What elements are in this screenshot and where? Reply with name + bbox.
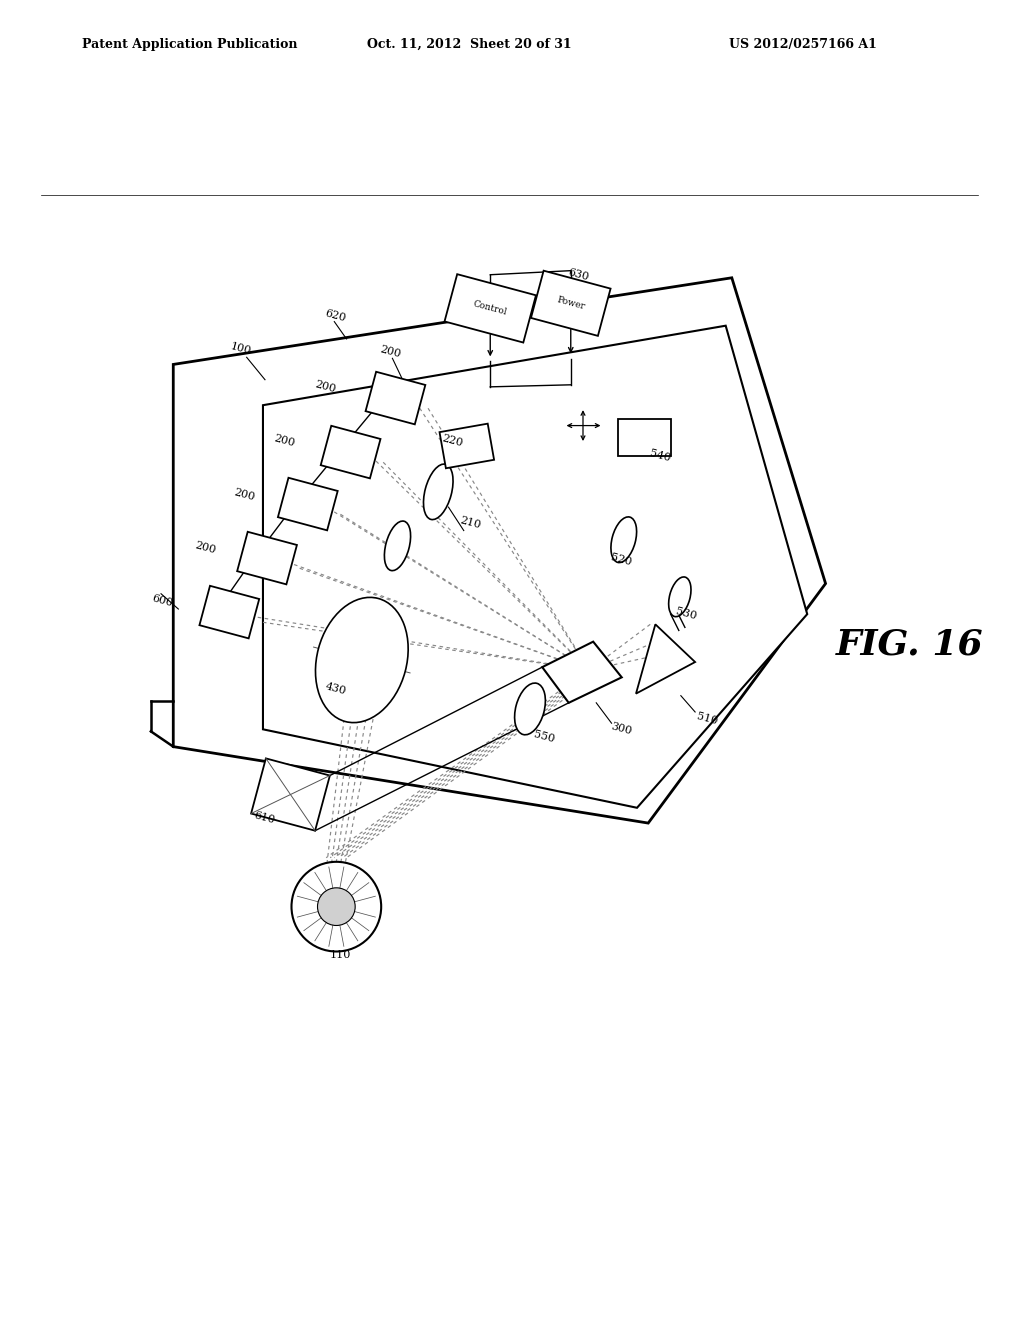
Polygon shape xyxy=(543,642,622,702)
Text: FIG. 16: FIG. 16 xyxy=(836,628,983,661)
Text: 110: 110 xyxy=(329,949,350,960)
Ellipse shape xyxy=(315,598,409,722)
Text: 610: 610 xyxy=(253,810,276,825)
Text: Control: Control xyxy=(472,300,508,317)
Polygon shape xyxy=(617,420,671,457)
Text: US 2012/0257166 A1: US 2012/0257166 A1 xyxy=(729,37,877,50)
Text: 220: 220 xyxy=(440,433,464,449)
Circle shape xyxy=(292,862,381,952)
Ellipse shape xyxy=(515,682,546,735)
Polygon shape xyxy=(173,277,825,824)
Text: 430: 430 xyxy=(325,681,347,696)
Polygon shape xyxy=(263,326,807,808)
Polygon shape xyxy=(439,424,494,469)
Polygon shape xyxy=(251,759,330,830)
Text: Power: Power xyxy=(556,296,586,312)
Polygon shape xyxy=(531,271,610,335)
Ellipse shape xyxy=(669,577,691,616)
Text: 200: 200 xyxy=(273,433,296,449)
Text: 550: 550 xyxy=(532,729,555,744)
Polygon shape xyxy=(444,275,536,343)
Polygon shape xyxy=(321,426,381,478)
Circle shape xyxy=(317,888,355,925)
Text: 530: 530 xyxy=(675,606,698,622)
Ellipse shape xyxy=(384,521,411,570)
Text: Oct. 11, 2012  Sheet 20 of 31: Oct. 11, 2012 Sheet 20 of 31 xyxy=(367,37,571,50)
Text: 200: 200 xyxy=(379,345,402,360)
Polygon shape xyxy=(366,372,425,424)
Text: 600: 600 xyxy=(151,593,174,609)
Polygon shape xyxy=(636,624,695,693)
Text: 300: 300 xyxy=(609,722,633,737)
Ellipse shape xyxy=(611,517,637,562)
Text: 100: 100 xyxy=(229,342,253,356)
Text: 510: 510 xyxy=(695,711,719,727)
Text: 630: 630 xyxy=(566,267,590,282)
Ellipse shape xyxy=(424,465,453,520)
Text: 620: 620 xyxy=(325,308,347,323)
Text: 200: 200 xyxy=(232,487,256,503)
Text: 210: 210 xyxy=(459,515,482,531)
Text: 200: 200 xyxy=(314,379,337,395)
Text: 200: 200 xyxy=(194,540,217,556)
Polygon shape xyxy=(278,478,338,531)
Text: 520: 520 xyxy=(609,553,633,568)
Polygon shape xyxy=(238,532,297,585)
Text: Patent Application Publication: Patent Application Publication xyxy=(82,37,297,50)
Polygon shape xyxy=(200,586,259,639)
Text: 540: 540 xyxy=(648,449,672,463)
